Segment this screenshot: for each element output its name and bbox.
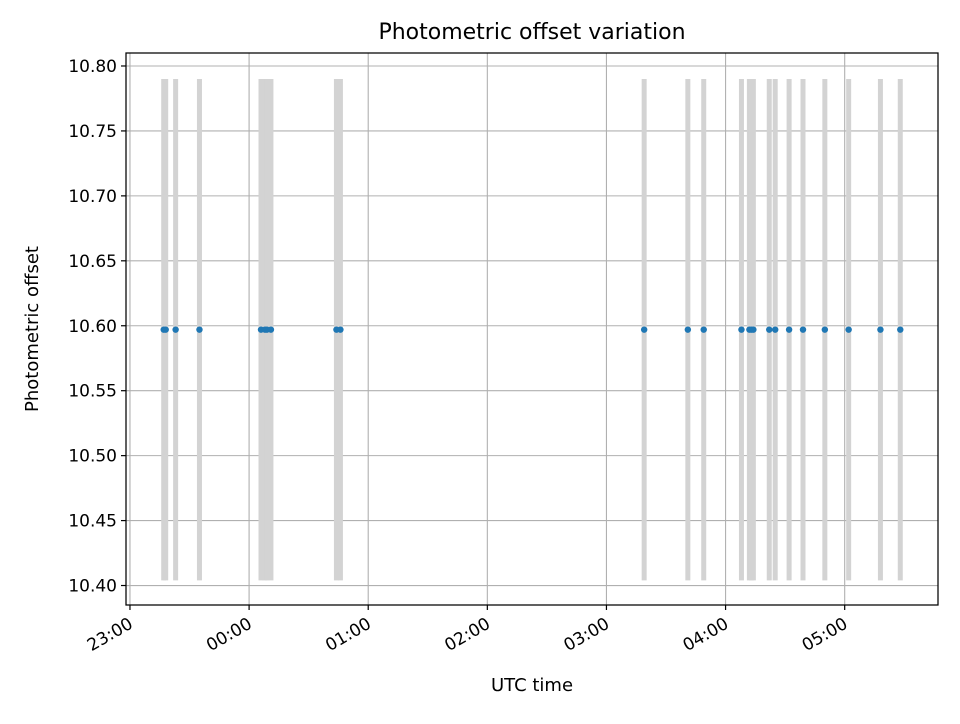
y-tick-label: 10.50 <box>68 447 117 467</box>
y-tick-label: 10.55 <box>68 382 117 402</box>
x-axis-ticks: 23:00 00:00 01:00 02:00 03:00 04:00 05:00 <box>84 605 851 656</box>
data-point <box>267 326 275 333</box>
data-point <box>785 326 793 333</box>
data-point <box>196 326 203 333</box>
y-tick-label: 10.70 <box>68 187 117 207</box>
data-point <box>640 326 648 333</box>
y-tick-label: 10.65 <box>68 252 117 272</box>
data-point <box>766 326 773 333</box>
x-tick-label: 01:00 <box>322 614 374 656</box>
x-tick-label: 02:00 <box>441 614 493 656</box>
data-point <box>738 326 745 333</box>
data-point <box>700 326 707 333</box>
y-axis-label: Photometric offset <box>22 246 43 412</box>
x-tick-label: 23:00 <box>84 614 136 656</box>
x-tick-label: 00:00 <box>203 614 255 656</box>
data-point <box>684 326 692 333</box>
chart-title: Photometric offset variation <box>378 20 685 45</box>
data-points <box>160 326 904 333</box>
y-tick-label: 10.45 <box>68 512 117 532</box>
data-point <box>845 326 852 333</box>
y-tick-label: 10.75 <box>68 122 117 142</box>
data-point <box>750 326 757 333</box>
x-tick-label: 05:00 <box>799 614 851 656</box>
y-tick-label: 10.40 <box>68 577 117 597</box>
data-point <box>337 326 344 333</box>
y-axis-ticks: 10.40 10.45 10.50 10.55 10.60 10.65 10.70 10.75… <box>68 57 126 597</box>
data-point <box>799 326 807 333</box>
data-point <box>162 326 169 333</box>
plot-frame <box>125 52 939 606</box>
x-axis-label: UTC time <box>491 675 573 696</box>
y-tick-label: 10.80 <box>68 57 117 77</box>
data-point <box>897 326 904 333</box>
data-point <box>172 326 179 333</box>
data-point <box>821 326 829 333</box>
x-tick-label: 04:00 <box>680 614 732 656</box>
data-point <box>877 326 884 333</box>
grid <box>126 53 938 605</box>
x-tick-label: 03:00 <box>561 614 613 656</box>
y-tick-label: 10.60 <box>68 317 117 337</box>
data-point <box>772 326 779 333</box>
